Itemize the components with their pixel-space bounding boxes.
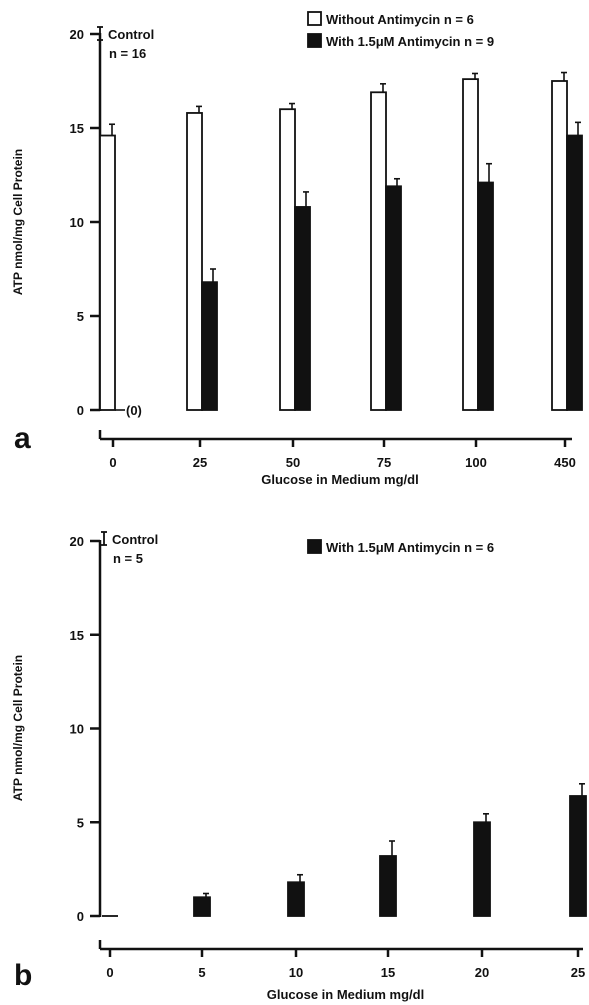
panel-b-chart: 0 5 10 15 20 ATP nmol/mg Cell Protein 0 5 10 15 20… [11, 531, 587, 1002]
bar-without-antimycin [551, 80, 568, 411]
x-tick-label: 15 [381, 965, 395, 980]
x-tick-label: 10 [289, 965, 303, 980]
x-tick-label: 450 [554, 455, 576, 470]
legend-entry: Without Antimycin n = 6 [326, 12, 474, 27]
bar-with-antimycin [566, 134, 583, 411]
control-n-label: n = 16 [109, 46, 146, 61]
x-tick-label: 0 [106, 965, 113, 980]
bar-without-antimycin [99, 134, 116, 411]
y-tick-label: 5 [77, 815, 84, 830]
zero-annotation: (0) [126, 403, 142, 418]
panel-letter: b [14, 959, 32, 992]
y-tick-label: 15 [70, 628, 84, 643]
x-tick-label: 0 [109, 455, 116, 470]
x-tick-label: 50 [286, 455, 300, 470]
y-tick-label: 0 [77, 403, 84, 418]
y-tick-label: 10 [70, 722, 84, 737]
legend-entry: With 1.5μM Antimycin n = 9 [326, 34, 494, 49]
y-tick-label: 20 [70, 27, 84, 42]
bar-without-antimycin [186, 112, 203, 411]
bar-without-antimycin [279, 108, 296, 411]
y-axis-title: ATP nmol/mg Cell Protein [11, 149, 25, 295]
legend-swatch-solid [307, 539, 322, 554]
y-axis-title: ATP nmol/mg Cell Protein [11, 655, 25, 801]
bar-with-antimycin [477, 181, 494, 411]
bar-with-antimycin [287, 881, 305, 917]
y-tick-label: 5 [77, 309, 84, 324]
x-axis-title: Glucose in Medium mg/dl [267, 987, 424, 1002]
y-tick-label: 0 [77, 909, 84, 924]
legend-swatch-open [307, 11, 322, 26]
bar-with-antimycin [201, 281, 218, 411]
panel-letter: a [14, 422, 31, 455]
control-label: Control [112, 532, 158, 547]
x-tick-label: 5 [198, 965, 205, 980]
x-tick-label: 100 [465, 455, 487, 470]
bar-with-antimycin [379, 855, 397, 917]
control-n-label: n = 5 [113, 551, 143, 566]
x-tick-label: 25 [193, 455, 207, 470]
legend-swatch-solid [307, 33, 322, 48]
legend-entry: With 1.5μM Antimycin n = 6 [326, 540, 494, 555]
bar-without-antimycin [370, 91, 387, 411]
bar-with-antimycin [294, 206, 311, 411]
bar-with-antimycin [193, 896, 211, 917]
bar-with-antimycin [569, 795, 587, 917]
x-tick-label: 25 [571, 965, 585, 980]
bar-without-antimycin [462, 78, 479, 411]
y-tick-label: 20 [70, 534, 84, 549]
y-tick-label: 15 [70, 121, 84, 136]
y-tick-label: 10 [70, 215, 84, 230]
bar-with-antimycin [385, 185, 402, 411]
x-tick-label: 20 [475, 965, 489, 980]
panel-a-chart: 0 5 10 15 20 ATP nmol/mg Cell Protein 0 25 50 75 1… [11, 11, 583, 487]
x-axis-title: Glucose in Medium mg/dl [261, 472, 418, 487]
control-label: Control [108, 27, 154, 42]
x-tick-label: 75 [377, 455, 391, 470]
bar-with-antimycin [473, 821, 491, 917]
